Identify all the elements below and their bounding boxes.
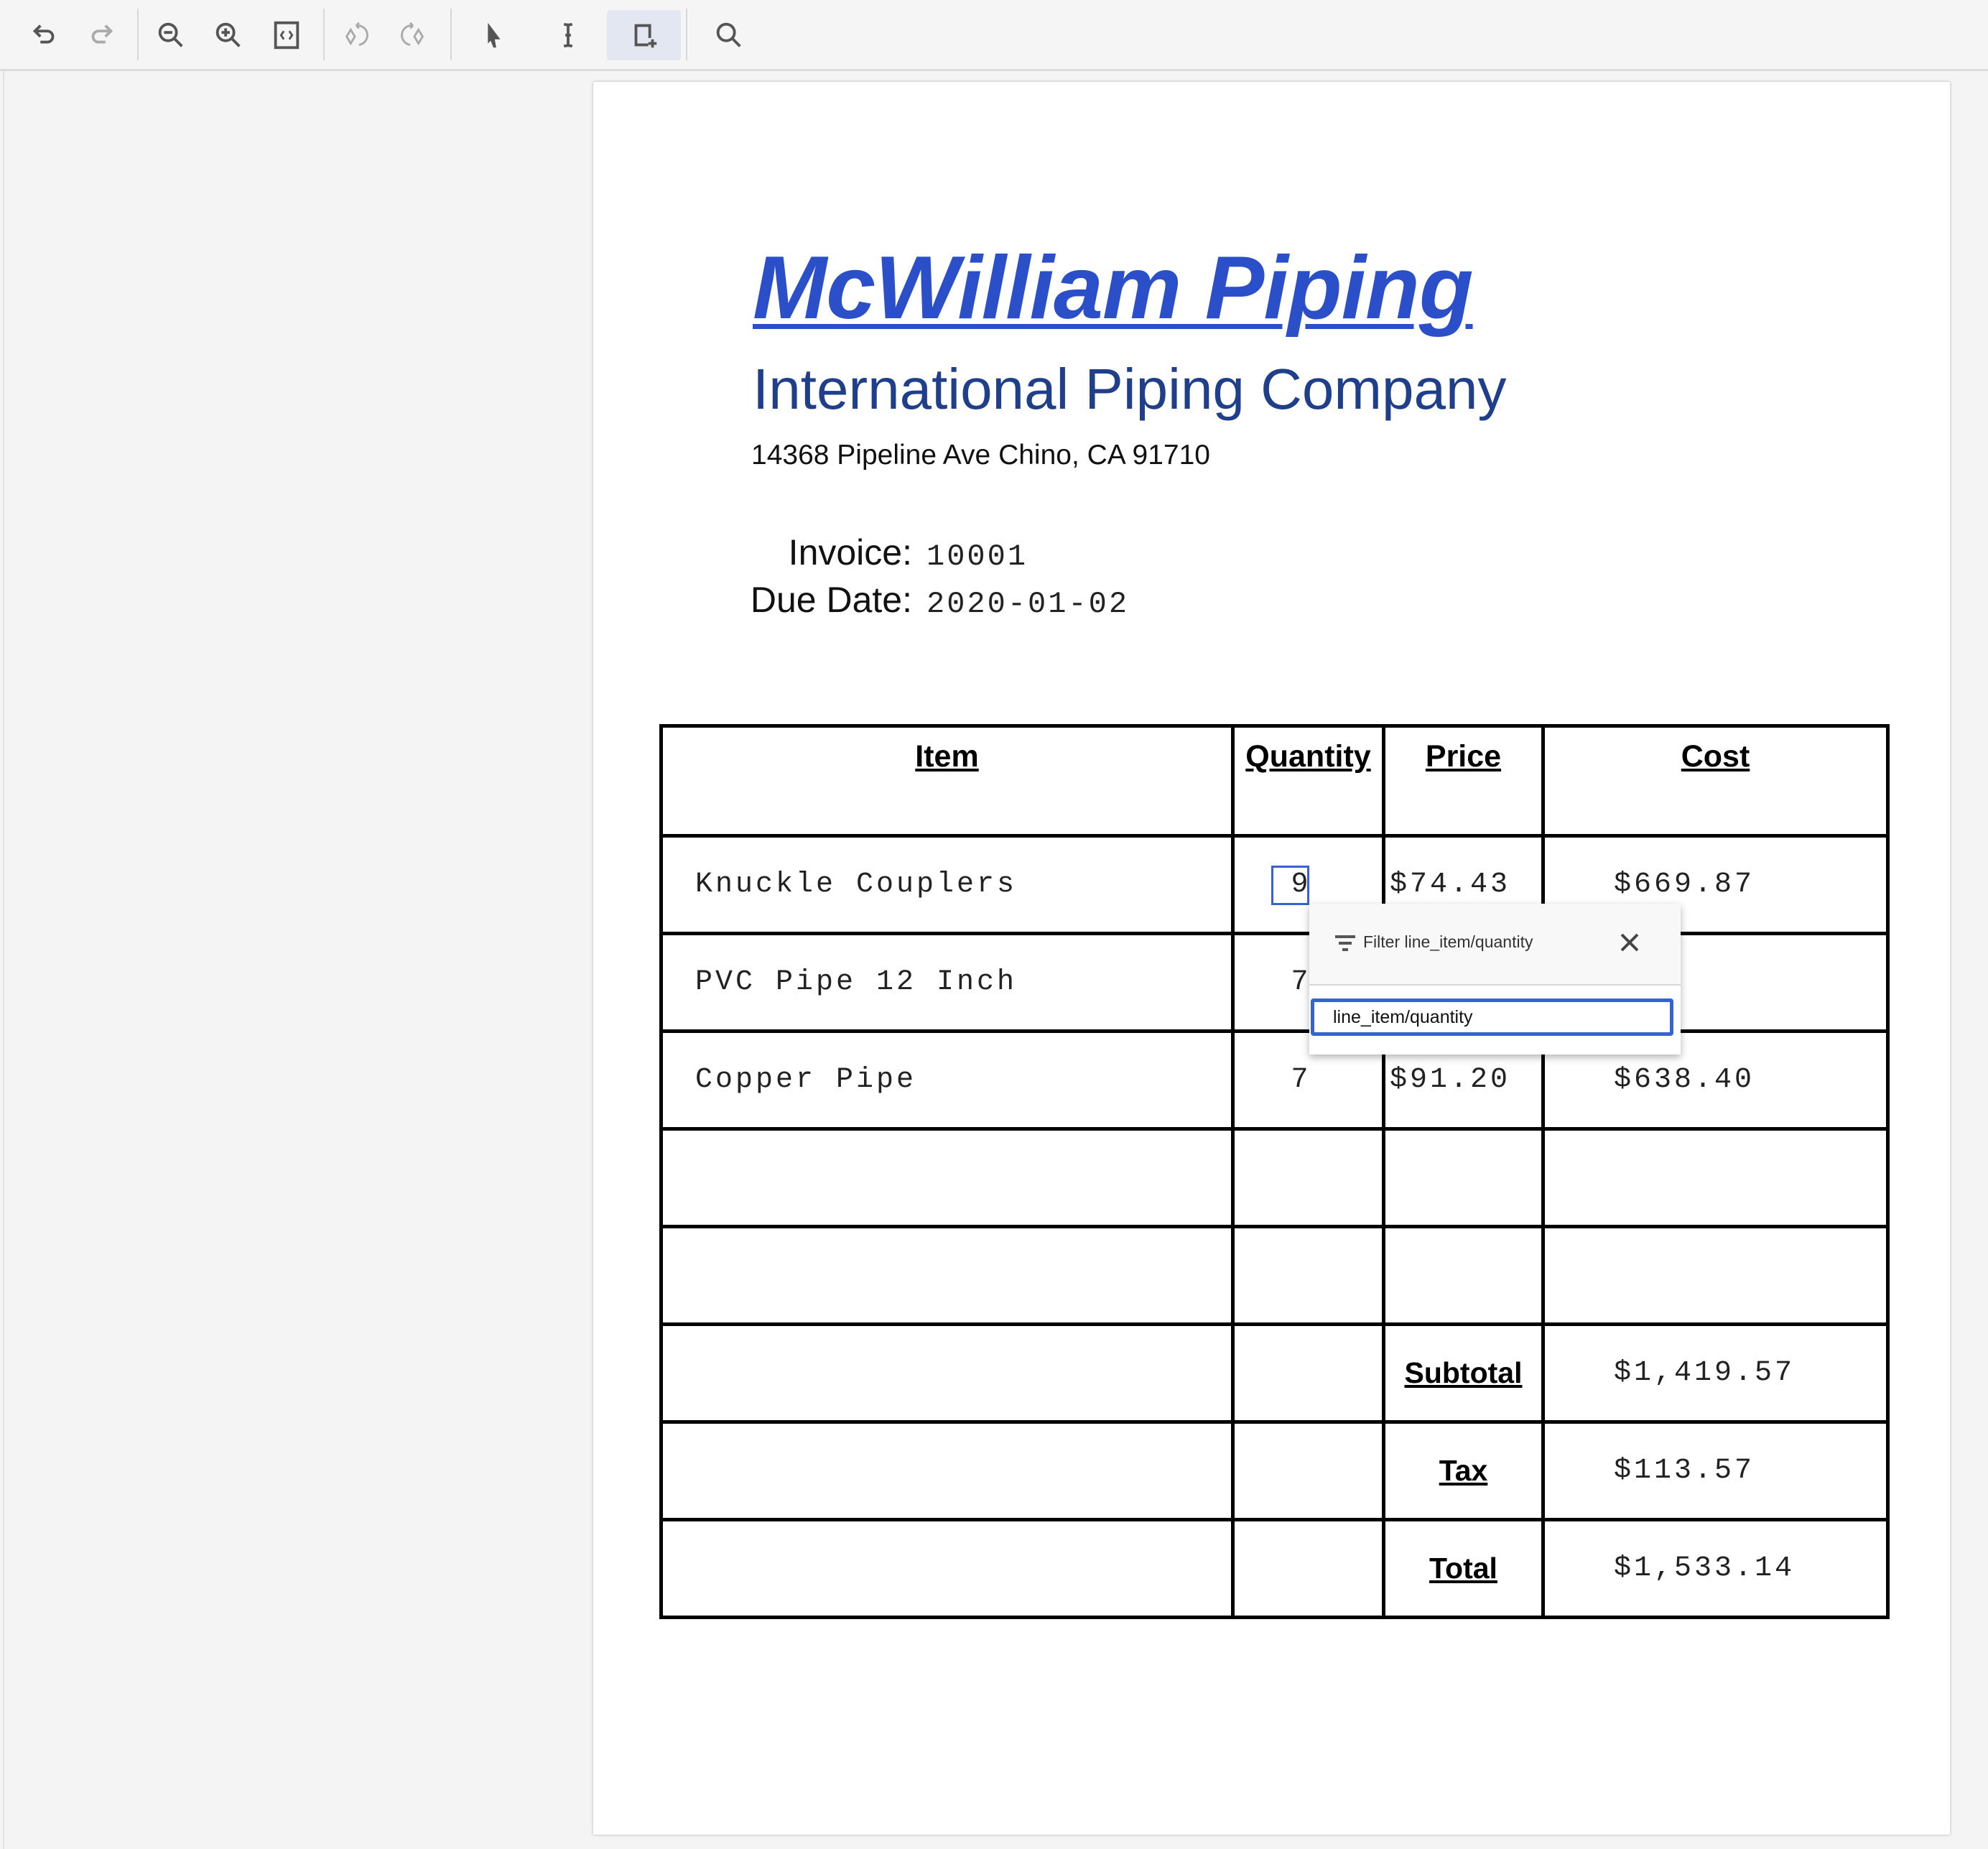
header-quantity: Quantity (1231, 724, 1385, 838)
search-icon (716, 22, 741, 47)
subtotal-label: Subtotal (1382, 1322, 1545, 1424)
subtotal-row: Subtotal $1,419.57 (659, 1322, 1890, 1424)
invoice-number-row: Invoice: 10001 (646, 532, 1365, 574)
filter-input[interactable]: line_item/quantity (1311, 998, 1673, 1036)
redo-icon (91, 24, 113, 44)
undo-button[interactable] (19, 10, 70, 60)
divider (323, 9, 325, 60)
redo-button[interactable] (76, 10, 126, 60)
text-select-icon (563, 22, 573, 48)
add-box-icon (634, 24, 656, 48)
rotate-right-button[interactable] (388, 10, 438, 60)
search-button[interactable] (704, 10, 754, 60)
undo-icon (32, 24, 55, 44)
pointer-tool-button[interactable] (468, 10, 519, 60)
total-value: $1,533.14 (1541, 1518, 1890, 1619)
pointer-icon (488, 22, 501, 48)
empty-row (659, 1127, 1890, 1228)
left-panel-edge (3, 71, 4, 1849)
zoom-out-icon (158, 22, 183, 47)
company-address: 14368 Pipeline Ave Chino, CA 91710 (751, 440, 1210, 471)
tax-value: $113.57 (1541, 1420, 1890, 1521)
header-price: Price (1382, 724, 1545, 838)
fit-page-button[interactable] (261, 10, 312, 60)
filter-popup-header: Filter line_item/quantity (1309, 904, 1681, 986)
invoice-label: Invoice: (788, 532, 912, 573)
quantity-cell[interactable]: 9 (1231, 834, 1385, 935)
invoice-number: 10001 (926, 539, 1028, 574)
total-label: Total (1382, 1518, 1545, 1619)
rotate-left-button[interactable] (331, 10, 381, 60)
table-header-row: Item Quantity Price Cost (659, 724, 1890, 838)
item-cell: Knuckle Couplers (659, 834, 1235, 935)
company-name: McWilliam Piping (753, 238, 1474, 338)
divider (450, 9, 452, 60)
close-icon[interactable] (1618, 931, 1641, 954)
toolbar (0, 0, 1988, 71)
due-date: 2020-01-02 (926, 587, 1130, 621)
rotate-left-icon (345, 22, 368, 46)
divider (686, 9, 687, 60)
zoom-out-button[interactable] (146, 10, 196, 60)
subtotal-value: $1,419.57 (1541, 1322, 1890, 1424)
filter-popup-title: Filter line_item/quantity (1363, 932, 1533, 951)
empty-row (659, 1225, 1890, 1326)
table-row: PVC Pipe 12 Inch 7 .30 (659, 932, 1890, 1033)
draw-box-button[interactable] (607, 10, 681, 60)
header-item: Item (659, 724, 1235, 838)
filter-popup: Filter line_item/quantity line_item/quan… (1309, 904, 1681, 1055)
text-select-button[interactable] (543, 10, 593, 60)
zoom-in-icon (215, 22, 241, 47)
table-row: Copper Pipe 7 $91.20 $638.40 (659, 1029, 1890, 1131)
due-date-label: Due Date: (750, 580, 912, 620)
due-date-row: Due Date: 2020-01-02 (646, 579, 1365, 621)
fit-page-icon (274, 21, 299, 50)
divider (137, 9, 139, 60)
rotate-right-icon (401, 22, 424, 46)
item-cell: PVC Pipe 12 Inch (659, 932, 1235, 1033)
filter-icon (1335, 935, 1355, 951)
tax-row: Tax $113.57 (659, 1420, 1890, 1521)
company-subtitle: International Piping Company (753, 357, 1507, 421)
item-cell: Copper Pipe (659, 1029, 1235, 1131)
line-items-table: Item Quantity Price Cost Knuckle Coupler… (659, 724, 1890, 1619)
zoom-in-button[interactable] (203, 10, 254, 60)
tax-label: Tax (1382, 1420, 1545, 1521)
total-row: Total $1,533.14 (659, 1518, 1890, 1619)
header-cost: Cost (1541, 724, 1890, 838)
selected-quantity-box[interactable] (1271, 866, 1309, 905)
